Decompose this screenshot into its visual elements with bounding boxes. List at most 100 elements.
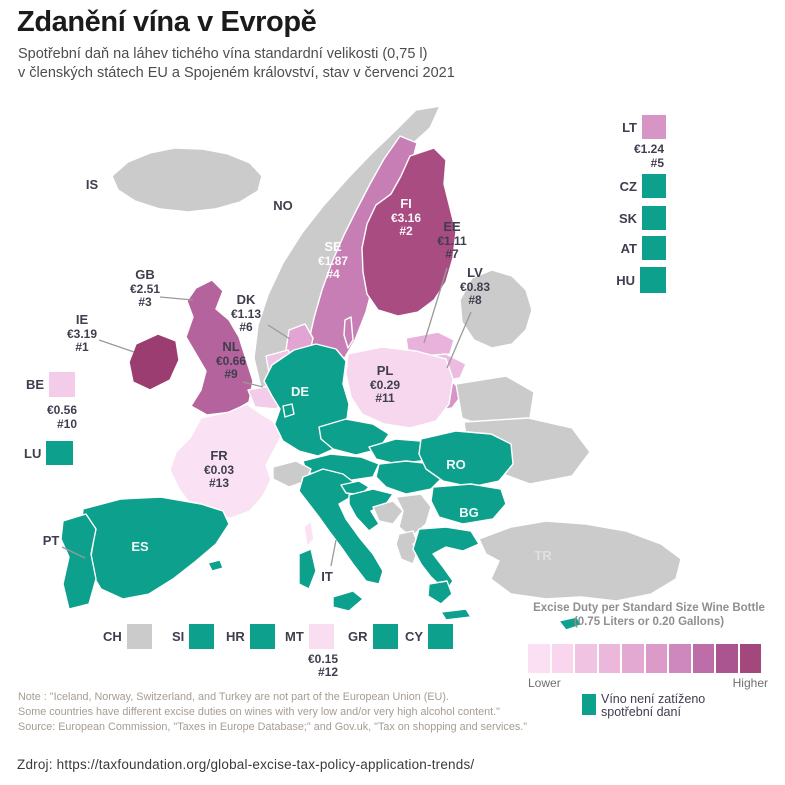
map-island-crete <box>440 608 472 621</box>
scale-swatch-2 <box>551 644 573 673</box>
map-island-sardinia <box>298 548 317 590</box>
map-label-dk-value: €1.13 <box>230 306 262 321</box>
legend-hr-code: HR <box>226 629 245 644</box>
map-label-ee-value: €1.11 <box>437 233 467 248</box>
legend-at-code: AT <box>620 240 637 256</box>
map-island-gotland <box>343 316 354 349</box>
legend-cz-code: CZ <box>619 178 637 194</box>
legend-sk-code: SK <box>618 210 637 226</box>
leader-line-nl <box>242 381 264 388</box>
scale-swatch-9 <box>716 644 738 673</box>
map-label-pt: PT <box>38 533 64 549</box>
map-label-it-code: IT <box>321 569 333 584</box>
map-label-ro-code: RO <box>446 457 466 472</box>
map-label-nl-rank: #9 <box>224 366 238 381</box>
map-label-is: IS <box>80 177 104 193</box>
map-country-greece <box>412 526 480 592</box>
footnote-line-3: Source: European Commission, "Taxes in E… <box>18 720 528 733</box>
legend-lt-code: LT <box>622 119 637 135</box>
legend-ch-swatch <box>126 624 152 649</box>
legend-item-mt: MT <box>285 624 334 649</box>
map-label-se-value: €1.87 <box>317 253 349 268</box>
legend-item-lt: LT <box>600 115 666 139</box>
map-label-se-code: SE <box>324 239 342 254</box>
legend-si-swatch <box>189 624 215 649</box>
legend-item-sk: SK <box>600 206 666 230</box>
legend-mt-code: MT <box>285 629 304 644</box>
scale-swatch-7 <box>669 644 691 673</box>
map-label-tr-code: TR <box>534 548 552 563</box>
scale-higher-label: Higher <box>732 676 768 690</box>
legend-item-hr: HR <box>226 624 275 649</box>
map-country-albania <box>395 530 420 565</box>
scale-swatch-4 <box>598 644 620 673</box>
map-label-lv-rank: #8 <box>468 292 482 307</box>
legend-ch-code: CH <box>103 629 122 644</box>
map-label-fr-rank: #13 <box>208 475 230 490</box>
leader-line-ee <box>423 267 448 344</box>
map-label-nl-value: €0.66 <box>215 353 247 368</box>
map-label-pl-code: PL <box>376 363 394 378</box>
legend-item-gr: GR <box>348 624 398 649</box>
map-country-bosnia <box>372 500 404 525</box>
legend-item-lu: LU <box>24 441 74 465</box>
map-label-gb-code: GB <box>135 267 155 282</box>
map-label-de: DE <box>286 384 314 400</box>
legend-hu-code: HU <box>616 272 635 288</box>
map-label-no: NO <box>269 198 297 214</box>
map-country-france <box>169 403 282 519</box>
map-country-romania <box>418 430 514 488</box>
legend-mt-rank: #12 <box>317 665 338 679</box>
map-country-croatia <box>348 488 394 532</box>
legend-item-cy: CY <box>405 624 454 649</box>
scale-swatch-3 <box>575 644 597 673</box>
leader-line-pt <box>61 546 86 559</box>
map-label-ee: EE €1.11 #7 <box>426 219 478 261</box>
map-label-is-code: IS <box>85 177 99 192</box>
map-country-finland <box>361 147 457 317</box>
scale-lower-label: Lower <box>528 676 561 690</box>
color-scale-strip <box>528 644 761 673</box>
map-label-ee-code: EE <box>443 219 461 234</box>
legend-mt-value: €0.15 <box>307 652 338 666</box>
map-label-ie-rank: #1 <box>75 339 89 354</box>
no-excise-swatch <box>582 694 596 715</box>
map-label-de-code: DE <box>290 384 310 399</box>
legend-cz-swatch <box>642 174 666 198</box>
map-label-ee-rank: #7 <box>445 246 459 261</box>
map-island-corsica <box>303 520 315 548</box>
leader-line-it <box>330 539 337 567</box>
scale-swatch-10 <box>739 644 761 673</box>
legend-lt-swatch <box>642 115 666 139</box>
map-label-gb: GB €2.51 #3 <box>119 267 171 309</box>
legend-lu-code: LU <box>24 445 42 461</box>
subtitle-line-2: v členských státech EU a Spojeném králov… <box>18 65 455 81</box>
map-country-poland <box>345 346 454 429</box>
map-country-iceland <box>111 147 263 213</box>
map-label-gb-value: €2.51 <box>129 281 161 296</box>
map-label-no-code: NO <box>273 198 293 213</box>
no-excise-label-line-1: Víno není zatíženo <box>601 692 706 706</box>
map-label-ie-value: €3.19 <box>66 326 98 341</box>
map-label-es: ES <box>126 539 154 555</box>
map-label-ie: IE €3.19 #1 <box>58 312 106 354</box>
legend-item-be: BE <box>26 372 76 397</box>
map-label-it: IT <box>315 569 339 585</box>
leader-line-dk <box>267 324 291 340</box>
legend-hu-swatch <box>640 267 666 293</box>
legend-lu-swatch <box>46 441 74 465</box>
legend-be-value: €0.56 <box>46 403 77 417</box>
footnote-line-2: Some countries have different excise dut… <box>18 705 500 718</box>
map-label-se-rank: #4 <box>326 266 340 281</box>
legend-be-code: BE <box>26 377 45 392</box>
map-label-gb-rank: #3 <box>138 294 152 309</box>
leader-line-lv <box>446 311 472 369</box>
map-label-fr-code: FR <box>210 448 228 463</box>
map-label-pt-code: PT <box>42 533 60 548</box>
legend-cy-code: CY <box>405 629 424 644</box>
map-label-fr: FR €0.03 #13 <box>193 448 245 490</box>
subtitle-line-1: Spotřební daň na láhev tichého vína stan… <box>18 46 428 62</box>
legend-be-swatch <box>49 372 76 397</box>
legend-sk-swatch <box>642 206 666 230</box>
map-island-mallorca <box>207 559 224 572</box>
